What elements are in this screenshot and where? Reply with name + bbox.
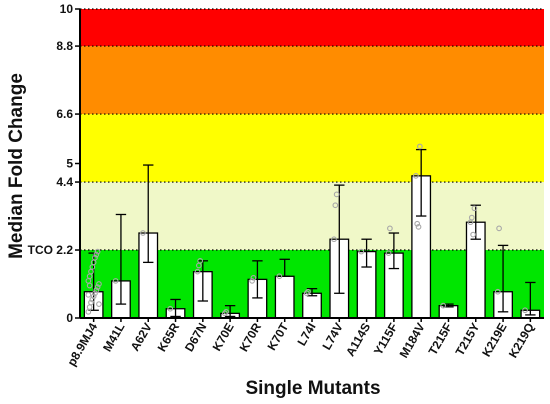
data-point <box>94 284 101 290</box>
x-tick-label: Y115F <box>371 321 400 358</box>
bar-K70T <box>274 275 295 319</box>
x-tick-label: A62V <box>128 321 155 354</box>
data-point <box>522 307 528 314</box>
data-point <box>440 302 447 309</box>
data-point <box>167 305 174 312</box>
data-point <box>415 223 422 230</box>
data-point <box>471 205 478 212</box>
band-4 <box>80 9 544 47</box>
y-tick-label: 5 <box>66 157 73 171</box>
replicate-points <box>85 143 528 317</box>
data-point <box>303 290 310 297</box>
data-point <box>305 288 311 295</box>
y-tick-labels: 0 TCO 2.2 4.4 5 6.6 8.8 10 <box>28 2 74 325</box>
data-point <box>332 202 339 209</box>
x-tick-label: K65R <box>155 320 183 354</box>
data-point <box>387 225 393 232</box>
y-tick-label: 0 <box>66 311 73 325</box>
y-tick-label: TCO 2.2 <box>28 243 74 257</box>
data-point <box>93 251 100 258</box>
data-point <box>194 268 201 275</box>
band-2 <box>80 114 544 183</box>
fold-change-bands <box>80 9 544 318</box>
x-tick-label: L74V <box>319 321 345 353</box>
y-tick-label: 8.8 <box>56 39 73 53</box>
x-tick-label: K70E <box>210 321 237 354</box>
data-point <box>89 296 96 303</box>
x-tick-label: K70R <box>237 320 265 354</box>
data-point <box>414 220 421 227</box>
data-point <box>112 278 119 284</box>
data-point <box>333 191 340 198</box>
band-3 <box>80 46 544 115</box>
x-tick-label: K70T <box>265 320 292 353</box>
y-axis-title: Median Fold Change <box>6 73 27 259</box>
y-tick-label: 4.4 <box>56 175 73 189</box>
data-point <box>197 257 204 264</box>
data-point <box>86 282 93 289</box>
data-point <box>250 274 257 281</box>
x-tick-label: M41L <box>100 321 127 355</box>
data-point <box>331 236 337 243</box>
x-tick-label: K219Q <box>506 321 537 361</box>
data-point <box>358 248 365 255</box>
data-point <box>96 301 102 307</box>
data-point <box>496 225 502 232</box>
y-tick-label: 10 <box>60 2 74 16</box>
bar-L74I <box>302 292 322 319</box>
x-tick-labels: p8.9MJ4 M41L A62V K65R D67N K70E K70R K70T L74I L… <box>64 320 537 369</box>
data-point <box>92 290 98 297</box>
x-tick-label: M184V <box>397 321 428 361</box>
data-point <box>85 291 92 298</box>
data-point <box>470 231 476 238</box>
x-axis-title: Single Mutants <box>245 378 380 399</box>
data-point <box>92 254 98 261</box>
data-point <box>494 288 501 295</box>
x-tick-label: T215F <box>426 321 455 358</box>
data-point <box>94 248 101 255</box>
data-point <box>385 250 392 256</box>
data-point <box>223 308 229 315</box>
error-bars <box>88 148 536 318</box>
data-point <box>96 281 102 287</box>
data-point <box>93 287 100 294</box>
x-tick-label: p8.9MJ4 <box>64 320 100 368</box>
data-point <box>413 173 419 179</box>
x-tick-label: L74I <box>294 321 318 349</box>
data-point <box>249 278 255 284</box>
axes <box>75 8 544 322</box>
data-point <box>90 293 97 300</box>
y-tick-label: 6.6 <box>56 107 73 121</box>
data-point <box>468 214 475 221</box>
data-point <box>88 299 94 306</box>
data-point <box>276 273 283 280</box>
x-tick-label: D67N <box>182 321 209 355</box>
x-tick-label: T215Y <box>453 321 483 359</box>
x-tick-label: A114S <box>343 321 373 359</box>
data-point <box>140 230 146 236</box>
data-point <box>221 310 228 317</box>
data-point <box>417 143 423 150</box>
